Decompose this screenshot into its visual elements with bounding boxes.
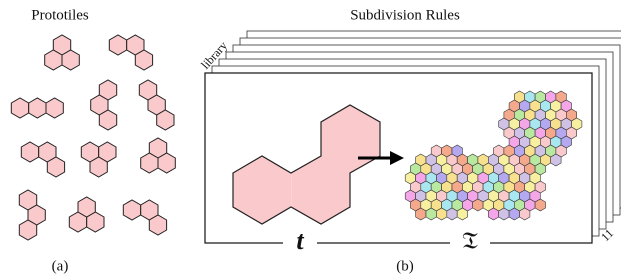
tile-label: t [296, 226, 304, 255]
small-hexagon [436, 208, 446, 220]
hexagon [78, 197, 95, 217]
panel-title: Subdivision Rules [350, 7, 460, 23]
small-hexagon [457, 208, 467, 220]
small-hexagon [447, 208, 457, 220]
hexagon [46, 98, 63, 118]
hexagon [11, 98, 28, 118]
hexagon [99, 110, 116, 130]
prototile [21, 142, 64, 177]
small-hexagon [416, 208, 426, 220]
small-hexagon [473, 199, 483, 211]
hexagon [149, 215, 166, 235]
prototile [123, 200, 166, 235]
small-hexagon [535, 199, 545, 211]
panel-title: Prototiles [31, 7, 89, 23]
small-hexagon [520, 208, 530, 220]
small-hexagon [499, 208, 509, 220]
hexagon [157, 110, 174, 130]
prototile [139, 80, 174, 130]
prototile [11, 98, 63, 118]
panel-caption: (b) [396, 258, 414, 274]
hexagon [47, 157, 64, 177]
prototile [141, 138, 176, 173]
hexagon [123, 200, 140, 220]
hexagon [19, 220, 36, 240]
hexagon [62, 50, 79, 70]
figure: Prototiles (a) Subdivision Rules (b) lib… [0, 0, 621, 278]
hexagon [90, 157, 107, 177]
small-hexagon [551, 154, 561, 166]
prototile [45, 35, 80, 70]
prototile [81, 142, 116, 177]
prototile [19, 190, 45, 240]
prototiles-panel [11, 35, 175, 240]
hexagon [135, 50, 152, 70]
prototile [69, 197, 104, 232]
hexagon [109, 35, 126, 55]
panel-caption: (a) [52, 258, 69, 274]
hexagon [21, 142, 38, 162]
small-hexagon [488, 208, 498, 220]
hexagon [141, 153, 158, 173]
hexagon [29, 98, 46, 118]
small-hexagon [426, 208, 436, 220]
small-hexagon [509, 208, 519, 220]
prototile [109, 35, 152, 70]
hexagon [45, 50, 62, 70]
hexagon [158, 153, 175, 173]
subdivision-label: 𝔗 [462, 229, 478, 255]
prototile [91, 80, 117, 130]
